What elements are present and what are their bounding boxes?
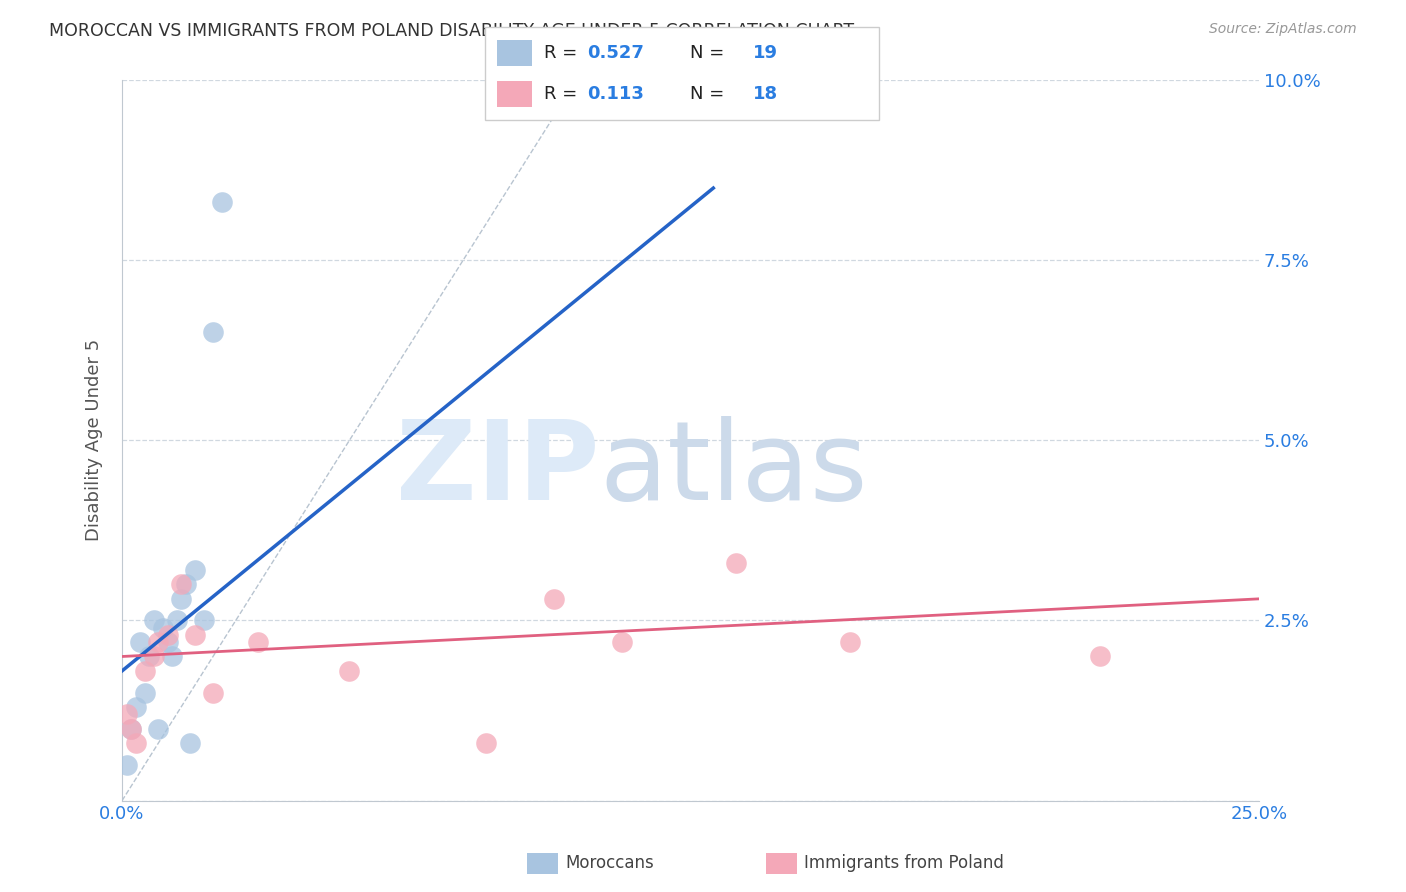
Point — [115, 707, 138, 722]
Point — [725, 556, 748, 570]
Point — [142, 649, 165, 664]
Point — [184, 563, 207, 577]
Point — [174, 577, 197, 591]
Point — [612, 635, 634, 649]
Point — [193, 614, 215, 628]
Point — [134, 664, 156, 678]
Text: atlas: atlas — [599, 416, 868, 523]
Point — [115, 757, 138, 772]
Point — [148, 722, 170, 736]
Text: 0.527: 0.527 — [588, 44, 644, 62]
Point — [125, 736, 148, 750]
Point — [120, 722, 142, 736]
Text: N =: N = — [690, 44, 730, 62]
Point — [179, 736, 201, 750]
Text: Moroccans: Moroccans — [565, 855, 654, 872]
Point — [160, 649, 183, 664]
Point — [148, 635, 170, 649]
Point — [170, 591, 193, 606]
Text: R =: R = — [544, 86, 589, 103]
Text: Immigrants from Poland: Immigrants from Poland — [804, 855, 1004, 872]
Point — [166, 614, 188, 628]
Point — [339, 664, 361, 678]
Point — [156, 635, 179, 649]
Text: 18: 18 — [752, 86, 778, 103]
Point — [543, 591, 565, 606]
Point — [129, 635, 152, 649]
Point — [134, 685, 156, 699]
Point — [202, 685, 225, 699]
Text: ZIP: ZIP — [396, 416, 599, 523]
Text: Source: ZipAtlas.com: Source: ZipAtlas.com — [1209, 22, 1357, 37]
Point — [838, 635, 860, 649]
Point — [475, 736, 498, 750]
Point — [152, 621, 174, 635]
Point — [1088, 649, 1111, 664]
Text: N =: N = — [690, 86, 730, 103]
Point — [202, 325, 225, 339]
Text: MOROCCAN VS IMMIGRANTS FROM POLAND DISABILITY AGE UNDER 5 CORRELATION CHART: MOROCCAN VS IMMIGRANTS FROM POLAND DISAB… — [49, 22, 855, 40]
Y-axis label: Disability Age Under 5: Disability Age Under 5 — [86, 339, 103, 541]
Point — [125, 700, 148, 714]
Text: 0.113: 0.113 — [588, 86, 644, 103]
Point — [247, 635, 270, 649]
Point — [156, 628, 179, 642]
Point — [211, 195, 233, 210]
Point — [138, 649, 160, 664]
Point — [170, 577, 193, 591]
Text: 19: 19 — [752, 44, 778, 62]
Point — [184, 628, 207, 642]
Point — [120, 722, 142, 736]
Text: R =: R = — [544, 44, 583, 62]
Point — [142, 614, 165, 628]
